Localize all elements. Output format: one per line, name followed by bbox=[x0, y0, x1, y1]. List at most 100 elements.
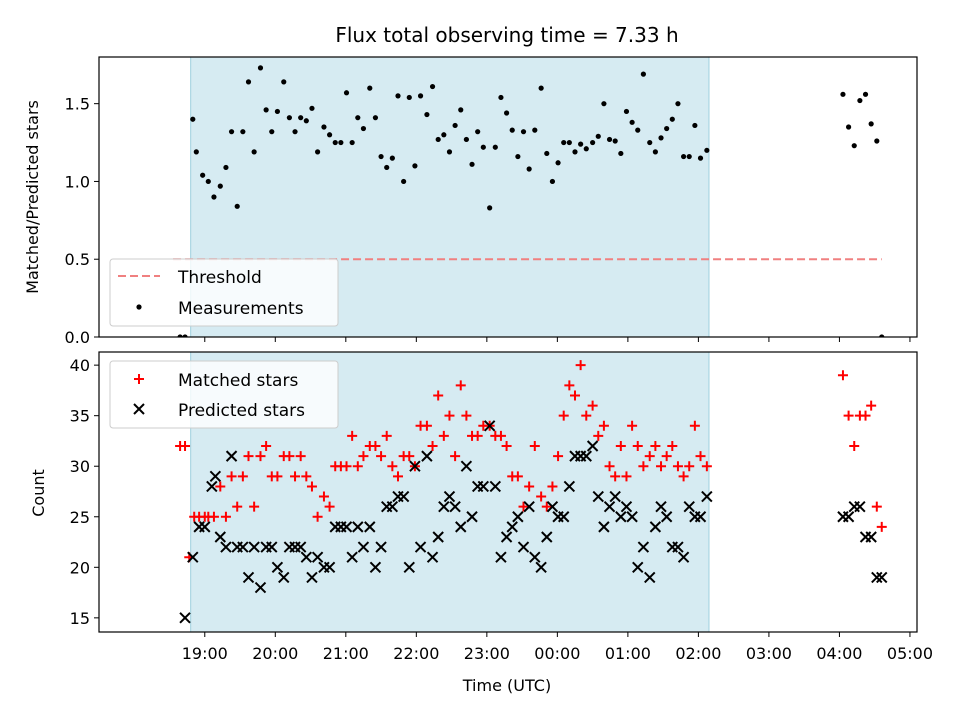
measurement-point bbox=[845, 124, 852, 130]
matched-point bbox=[180, 441, 191, 452]
measurement-point bbox=[321, 124, 327, 130]
measurement-point bbox=[211, 194, 217, 200]
matched-point bbox=[324, 501, 335, 512]
legend-measurements-swatch bbox=[136, 304, 142, 310]
matched-point bbox=[376, 451, 387, 462]
measurement-point bbox=[475, 129, 481, 135]
matched-point bbox=[701, 461, 712, 472]
matched-point bbox=[564, 380, 575, 391]
matched-point bbox=[849, 441, 860, 452]
measurement-point bbox=[441, 132, 447, 138]
predicted-point bbox=[242, 571, 255, 584]
measurement-point bbox=[652, 149, 658, 155]
predicted-point bbox=[506, 521, 518, 533]
predicted-point bbox=[254, 581, 267, 594]
predicted-point bbox=[477, 480, 490, 493]
legend-threshold-label: Threshold bbox=[177, 268, 262, 288]
matched-point bbox=[621, 471, 632, 482]
predicted-point bbox=[357, 541, 370, 553]
measurement-point bbox=[343, 90, 350, 96]
measurement-point bbox=[389, 155, 395, 161]
matched-point bbox=[444, 410, 455, 421]
measurement-point bbox=[675, 101, 681, 107]
predicted-point bbox=[397, 490, 410, 503]
predicted-point bbox=[558, 511, 570, 523]
predicted-point bbox=[495, 551, 507, 563]
predicted-point bbox=[460, 460, 473, 472]
predicted-point bbox=[586, 440, 599, 452]
measurement-point bbox=[205, 178, 211, 185]
matched-point bbox=[650, 441, 661, 452]
matched-point bbox=[318, 491, 329, 502]
predicted-point bbox=[701, 490, 713, 503]
matched-point bbox=[871, 501, 882, 512]
matched-point bbox=[547, 481, 558, 492]
legend-box bbox=[109, 258, 339, 327]
predicted-point bbox=[340, 521, 353, 533]
predicted-point bbox=[842, 511, 855, 523]
matched-point bbox=[501, 441, 512, 452]
y-tick-label: 0.0 bbox=[65, 328, 90, 347]
measurement-point bbox=[240, 129, 246, 135]
matched-point bbox=[524, 481, 535, 492]
measurement-point bbox=[190, 116, 196, 122]
y-tick-label: 0.5 bbox=[65, 250, 90, 269]
measurement-point bbox=[595, 133, 601, 139]
predicted-point bbox=[563, 480, 576, 493]
measurement-point bbox=[263, 107, 269, 113]
matched-point bbox=[529, 441, 540, 452]
predicted-point bbox=[187, 551, 199, 563]
matched-point bbox=[615, 441, 626, 452]
predicted-point bbox=[237, 541, 249, 553]
predicted-point bbox=[248, 541, 260, 553]
measurement-point bbox=[332, 139, 338, 146]
measurement-point bbox=[281, 79, 287, 85]
matched-point bbox=[638, 461, 649, 472]
matched-point bbox=[604, 461, 615, 472]
predicted-point bbox=[403, 561, 415, 574]
matched-point bbox=[689, 420, 700, 431]
predicted-point bbox=[266, 541, 278, 553]
measurement-point bbox=[555, 160, 561, 166]
measurement-point bbox=[515, 153, 521, 160]
measurement-point bbox=[245, 79, 252, 85]
matched-point bbox=[232, 501, 243, 512]
measurement-point bbox=[583, 146, 589, 152]
matched-point bbox=[553, 451, 564, 462]
matched-point bbox=[644, 451, 655, 462]
measurement-point bbox=[635, 127, 641, 133]
measurement-point bbox=[463, 136, 469, 143]
measurement-point bbox=[372, 115, 379, 121]
measurement-point bbox=[303, 118, 309, 124]
matched-point bbox=[295, 451, 306, 462]
matched-point bbox=[575, 360, 586, 371]
predicted-point bbox=[541, 531, 553, 543]
measurement-point bbox=[223, 164, 229, 171]
predicted-point bbox=[660, 511, 673, 523]
y-tick-label: 30 bbox=[70, 457, 90, 476]
predicted-point bbox=[644, 571, 656, 584]
measurement-point bbox=[862, 91, 869, 97]
predicted-point bbox=[483, 420, 496, 432]
matched-point bbox=[347, 430, 358, 441]
measurement-point bbox=[435, 136, 441, 143]
predicted-point bbox=[206, 480, 218, 493]
matched-point bbox=[598, 420, 609, 431]
legend-matched-label: Matched stars bbox=[178, 371, 298, 391]
predicted-point bbox=[438, 500, 450, 513]
predicted-point bbox=[199, 521, 211, 533]
measurement-point bbox=[458, 107, 464, 113]
predicted-point bbox=[683, 500, 695, 513]
measurement-point bbox=[452, 122, 458, 129]
matched-point bbox=[593, 430, 604, 441]
matched-point bbox=[421, 420, 432, 431]
measurement-point bbox=[561, 139, 567, 146]
chart-title: Flux total observing time = 7.33 h bbox=[335, 23, 678, 47]
matched-point bbox=[352, 461, 363, 472]
measurement-point bbox=[509, 127, 515, 133]
measurement-point bbox=[257, 65, 264, 71]
measurement-point bbox=[395, 93, 401, 99]
x-tick-label: 04:00 bbox=[816, 644, 862, 663]
measurement-point bbox=[251, 149, 257, 155]
matched-point bbox=[255, 451, 266, 462]
